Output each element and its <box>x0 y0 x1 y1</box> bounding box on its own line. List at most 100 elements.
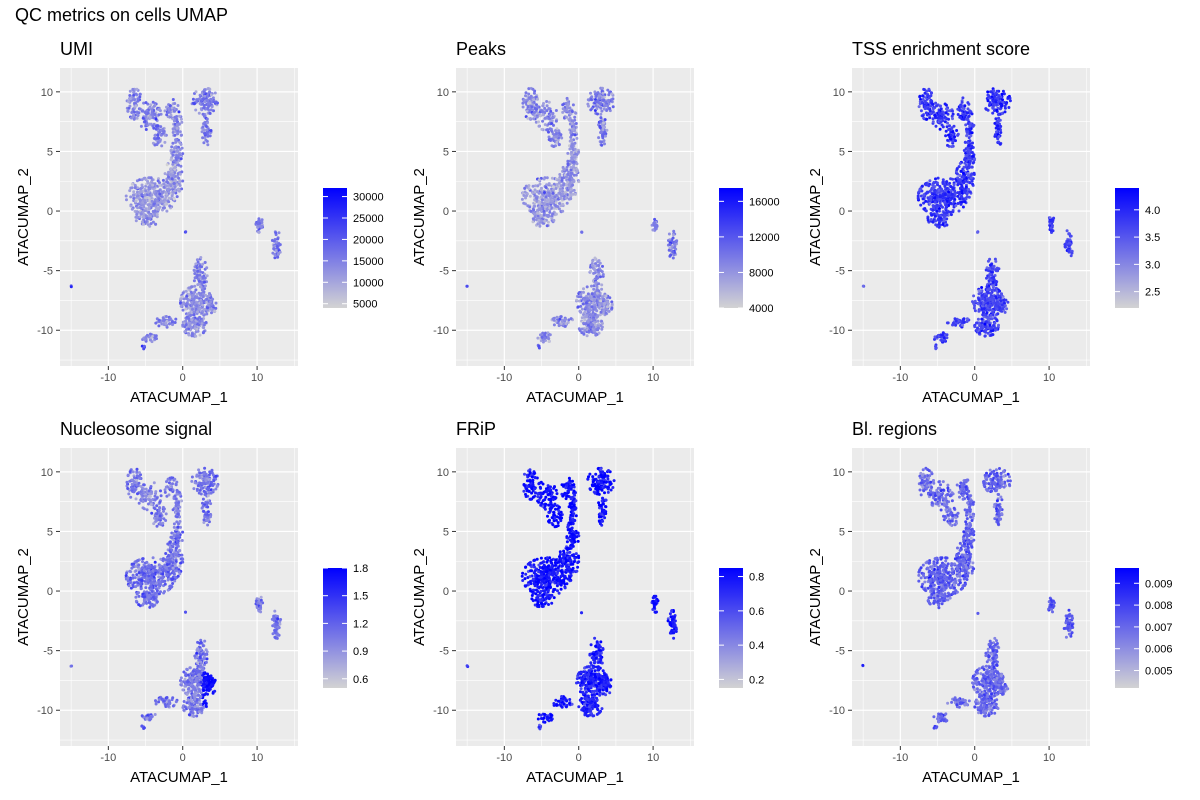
cell-point <box>669 253 673 257</box>
cell-point <box>594 323 597 327</box>
cell-point <box>921 98 925 101</box>
cell-point <box>178 179 182 183</box>
cell-point <box>193 324 197 328</box>
cell-point <box>169 167 173 171</box>
cell-point <box>130 482 134 486</box>
cell-point <box>591 259 595 263</box>
cell-point <box>554 187 558 190</box>
cell-point <box>200 300 203 304</box>
cell-point <box>142 344 146 348</box>
cell-point <box>968 159 972 163</box>
cell-point <box>998 142 1002 146</box>
cell-point <box>1069 254 1073 258</box>
cell-point <box>993 257 997 261</box>
cell-point <box>137 111 141 115</box>
cell-point <box>526 204 530 208</box>
cell-point <box>141 222 145 226</box>
cell-point <box>144 335 148 339</box>
cell-point <box>992 89 996 93</box>
colorbar-label: 3.5 <box>1145 232 1160 244</box>
cell-point <box>604 311 608 315</box>
cell-point <box>260 225 264 228</box>
cell-point <box>604 134 607 138</box>
cell-point <box>138 471 141 475</box>
cell-point <box>557 324 561 328</box>
cell-point <box>161 178 165 182</box>
cell-point <box>134 219 138 223</box>
cell-point <box>525 109 529 113</box>
cell-point <box>566 162 570 166</box>
cell-point <box>176 132 180 136</box>
cell-point <box>134 92 138 96</box>
cell-point <box>558 202 561 205</box>
cell-point <box>986 301 990 305</box>
cell-point <box>945 125 949 129</box>
cell-point <box>204 293 207 297</box>
cell-point <box>543 191 546 194</box>
cell-point <box>190 334 194 338</box>
cell-point <box>189 290 193 294</box>
cell-point <box>596 112 599 116</box>
cell-point <box>168 104 172 108</box>
colorbar <box>323 188 347 308</box>
cell-point <box>586 98 590 102</box>
cell-point <box>568 147 572 151</box>
cell-point <box>69 285 73 289</box>
cell-point <box>598 261 602 265</box>
cell-point <box>585 315 588 319</box>
cell-point <box>993 326 997 330</box>
colorbar-label: 5000 <box>353 299 377 311</box>
cell-point <box>144 196 148 200</box>
cell-point <box>552 185 555 189</box>
cell-point <box>598 303 602 306</box>
cell-point <box>555 140 559 144</box>
cell-point <box>272 247 276 251</box>
cell-point <box>574 122 578 125</box>
cell-point <box>922 207 926 211</box>
cell-point <box>606 305 609 309</box>
cell-point <box>593 90 597 94</box>
cell-point <box>571 192 575 196</box>
cell-point <box>958 174 962 178</box>
cell-point <box>957 319 960 323</box>
cell-point <box>941 110 944 114</box>
cell-point <box>934 101 938 105</box>
cell-point <box>165 202 169 206</box>
panel-title: UMI <box>60 39 93 59</box>
cell-point <box>208 111 212 115</box>
cell-point <box>984 308 988 312</box>
cell-point <box>917 105 921 109</box>
cell-point <box>599 106 603 110</box>
cell-point <box>991 111 995 115</box>
cell-point <box>972 306 976 310</box>
cell-point <box>950 196 954 200</box>
cell-point <box>653 225 657 228</box>
cell-point <box>552 318 556 322</box>
cell-point <box>995 304 999 307</box>
cell-point <box>933 335 937 339</box>
cell-point <box>671 240 675 244</box>
cell-point <box>931 110 935 114</box>
cell-point <box>128 189 132 193</box>
cell-point <box>966 101 970 105</box>
cell-point <box>652 221 656 225</box>
cell-point <box>948 124 951 128</box>
cell-point <box>993 321 997 325</box>
umap-plot: Peaks-10 0 10-10-50510ATACUMAP_1ATACUMAP_2… <box>411 39 780 406</box>
cell-point <box>150 112 154 116</box>
cell-point <box>941 178 945 182</box>
cell-point <box>214 301 218 305</box>
cell-point <box>147 176 151 180</box>
cell-point <box>602 139 606 143</box>
cell-point <box>953 198 957 201</box>
cell-point <box>972 171 976 175</box>
cell-point <box>610 302 614 306</box>
cell-point <box>168 322 172 326</box>
cell-point <box>532 208 536 212</box>
cell-point <box>942 211 946 215</box>
cell-point <box>996 113 1000 116</box>
cell-point <box>1004 102 1008 106</box>
cell-point <box>547 135 551 139</box>
cell-point <box>148 224 152 228</box>
cell-point <box>199 293 202 297</box>
